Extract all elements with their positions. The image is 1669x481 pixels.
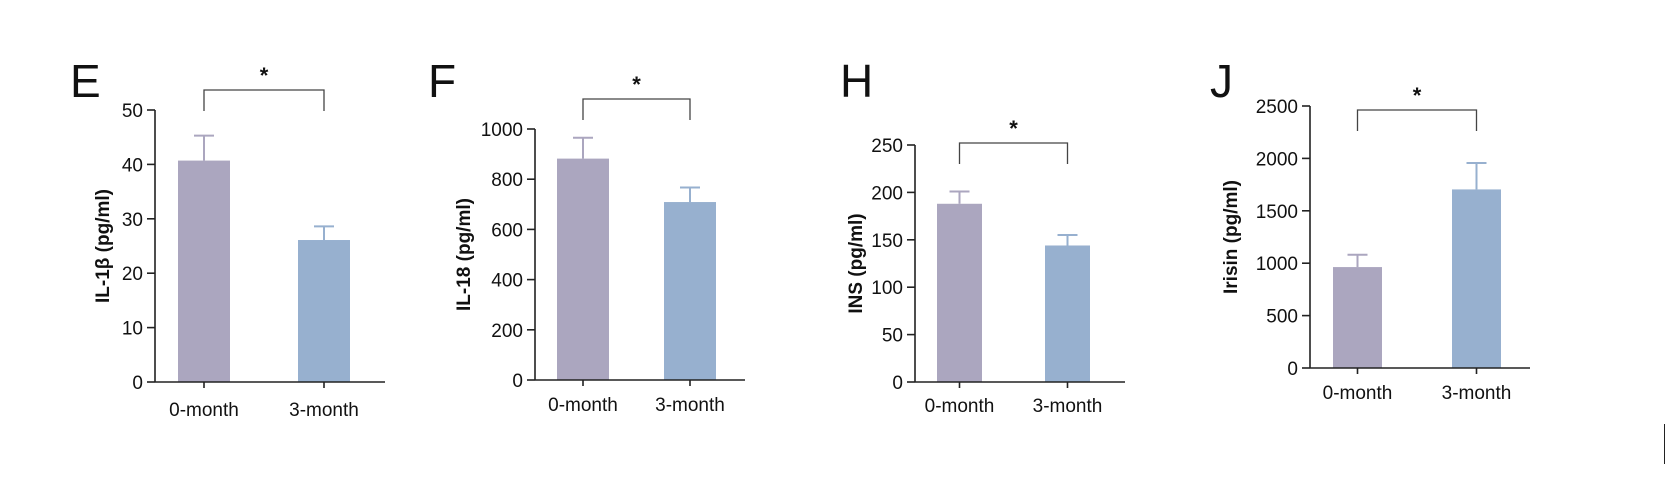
y-tick-label: 150	[871, 231, 903, 252]
panel-letter: J	[1210, 55, 1233, 107]
y-tick-label: 50	[882, 326, 903, 347]
bar	[937, 203, 982, 382]
y-tick-label: 0	[132, 373, 143, 394]
panel-letter: E	[70, 55, 101, 107]
significance-bracket	[582, 98, 691, 120]
x-category-label: 3-month	[655, 395, 725, 416]
y-axis-title: IL-18 (pg/ml)	[454, 198, 475, 311]
panel-letter: H	[840, 55, 873, 107]
significance-label: *	[1413, 83, 1422, 108]
y-tick-label: 30	[122, 210, 143, 231]
y-tick-label: 1000	[1256, 254, 1298, 275]
y-tick-label: 20	[122, 264, 143, 285]
x-category-label: 0-month	[1323, 383, 1393, 404]
y-tick-label: 50	[122, 101, 143, 122]
y-tick-label: 600	[491, 220, 523, 241]
y-tick-label: 40	[122, 155, 143, 176]
bar	[664, 202, 716, 380]
y-tick-label: 1000	[481, 120, 523, 141]
bar	[1045, 245, 1090, 382]
x-category-label: 3-month	[1442, 383, 1512, 404]
y-tick-label: 0	[512, 371, 523, 392]
bar	[178, 160, 230, 382]
y-tick-label: 500	[1266, 307, 1298, 328]
panel-letter: F	[428, 55, 456, 107]
y-axis-title: Irisin (pg/ml)	[1221, 180, 1242, 294]
edge-divider	[1664, 424, 1665, 464]
bar	[557, 158, 609, 380]
y-tick-label: 1500	[1256, 202, 1298, 223]
y-axis-title: INS (pg/ml)	[846, 213, 867, 313]
significance-bracket	[203, 89, 325, 111]
y-tick-label: 0	[1287, 359, 1298, 380]
y-tick-label: 200	[491, 321, 523, 342]
y-tick-label: 2500	[1256, 97, 1298, 118]
y-tick-label: 2000	[1256, 149, 1298, 170]
significance-label: *	[1009, 116, 1018, 141]
x-category-label: 0-month	[925, 396, 995, 417]
significance-bracket	[958, 142, 1069, 164]
bar	[1452, 189, 1501, 368]
significance-label: *	[632, 72, 641, 97]
x-category-label: 0-month	[548, 395, 618, 416]
bar	[298, 240, 350, 382]
panel-f: F IL-18 (pg/ml) * 0-month 3-month 0 200 40…	[428, 55, 745, 416]
y-tick-label: 100	[871, 278, 903, 299]
y-tick-label: 800	[491, 170, 523, 191]
panel-e: E IL-1β (pg/ml) * 0-month 3-month 0 10 20 3…	[70, 55, 385, 421]
y-tick-label: 0	[892, 373, 903, 394]
significance-label: *	[260, 63, 269, 88]
y-tick-label: 250	[871, 136, 903, 157]
x-category-label: 3-month	[289, 400, 359, 421]
y-tick-label: 10	[122, 319, 143, 340]
significance-bracket	[1356, 109, 1478, 131]
panel-h: H INS (pg/ml) * 0-month 3-month 0 50 100 15…	[840, 55, 1125, 417]
panel-j: J Irisin (pg/ml) * 0-month 3-month 0 500 1…	[1210, 55, 1530, 404]
y-axis-title: IL-1β (pg/ml)	[93, 189, 114, 303]
x-category-label: 0-month	[169, 400, 239, 421]
y-tick-label: 200	[871, 183, 903, 204]
y-tick-label: 400	[491, 271, 523, 292]
bar	[1333, 267, 1382, 368]
x-category-label: 3-month	[1033, 396, 1103, 417]
